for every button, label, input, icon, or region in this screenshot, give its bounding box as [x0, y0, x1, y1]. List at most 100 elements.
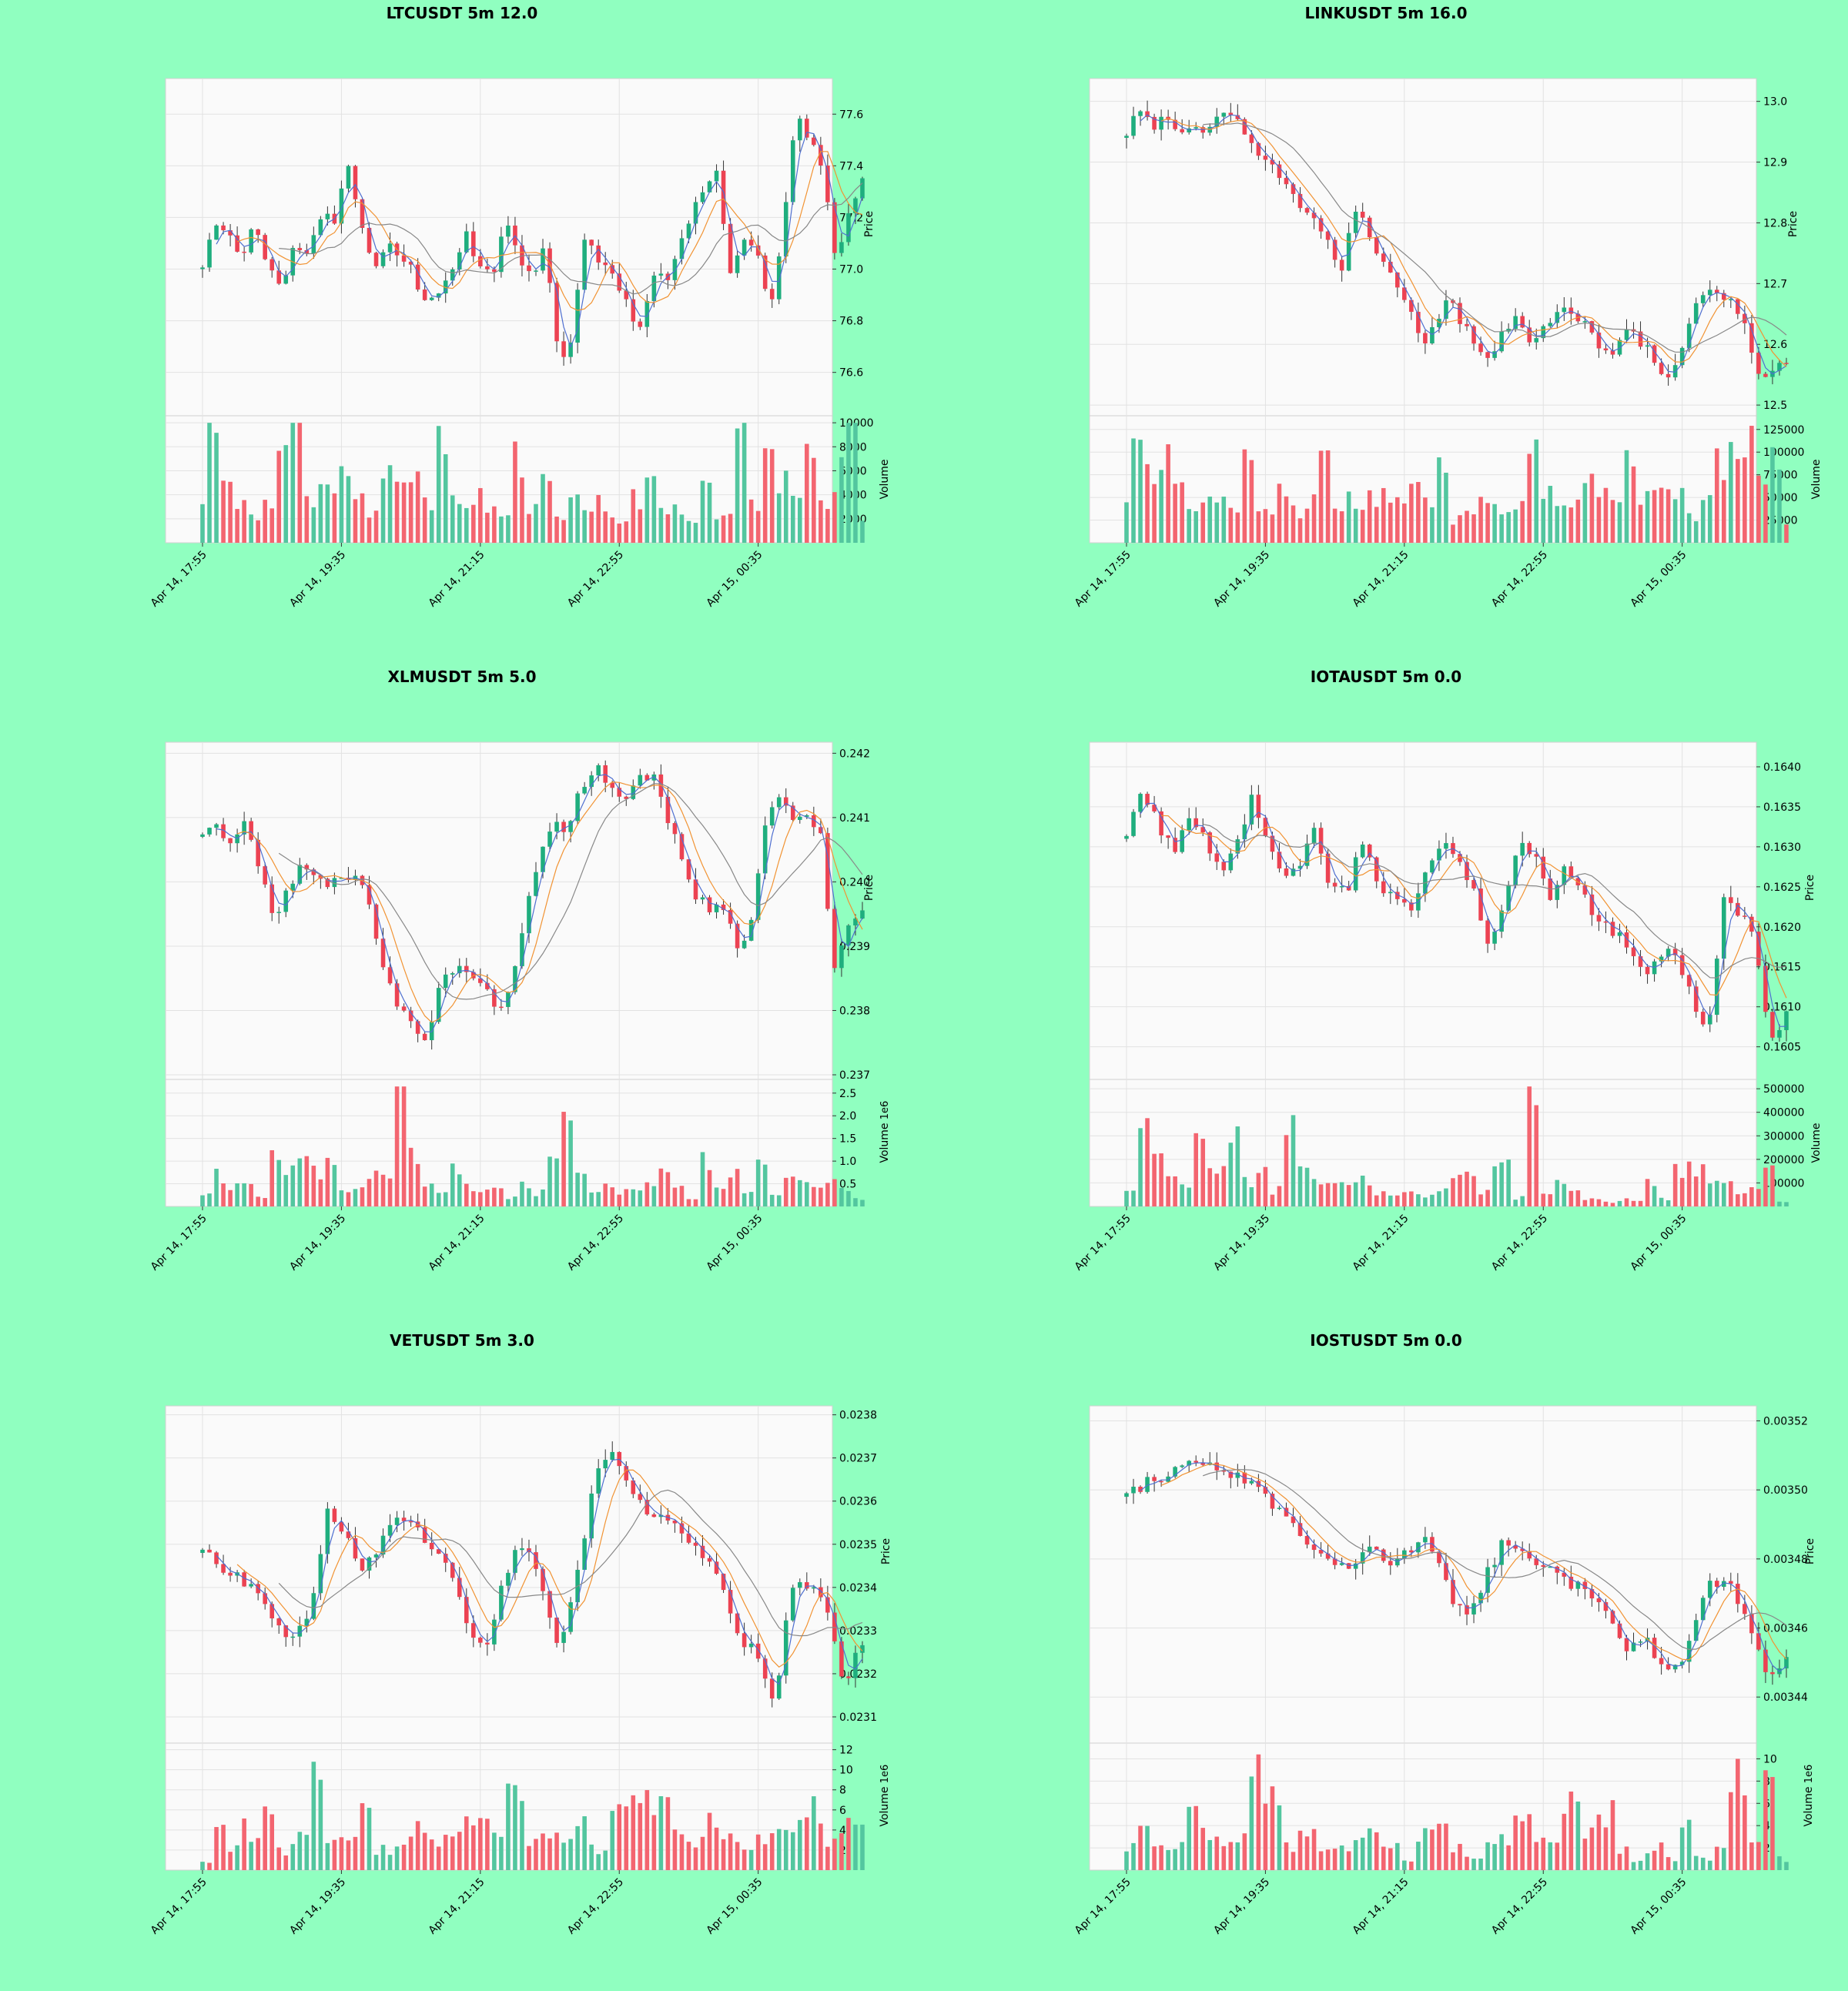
candle-body — [825, 1597, 830, 1613]
volume-bar — [1513, 509, 1518, 543]
volume-bar — [1659, 487, 1664, 543]
volume-bar — [1568, 1190, 1574, 1206]
volume-bar — [561, 1842, 566, 1870]
candle-body — [812, 815, 816, 828]
candle-body — [1416, 1542, 1421, 1553]
candle-body — [1700, 295, 1706, 303]
candle-body — [1534, 338, 1539, 343]
moving-average-line — [1160, 1463, 1787, 1661]
candle-body — [290, 1636, 296, 1638]
volume-bar — [1756, 1842, 1761, 1870]
candle-body — [270, 259, 275, 271]
volume-bar — [263, 1198, 267, 1206]
volume-bar — [1736, 1758, 1740, 1870]
price-axis-label: Price — [1804, 875, 1816, 901]
candle-body — [242, 821, 246, 835]
x-tick-label: Apr 14, 21:15 — [1351, 549, 1411, 610]
candle-body — [429, 297, 434, 300]
x-tick-label: Apr 14, 17:55 — [149, 549, 209, 610]
candle-body — [575, 289, 580, 343]
volume-bar — [1700, 500, 1706, 543]
candle-body — [228, 838, 233, 844]
candle-body — [422, 1033, 427, 1041]
volume-bar — [568, 497, 573, 543]
volume-bar — [812, 457, 816, 543]
volume-bar — [1465, 510, 1469, 543]
volume-bar — [1485, 1842, 1490, 1870]
candle-body — [1124, 136, 1129, 138]
volume-bar — [457, 1832, 462, 1870]
volume-bar — [1194, 1805, 1199, 1870]
candle-body — [651, 1514, 657, 1518]
candle-body — [596, 765, 601, 776]
candle-body — [304, 865, 310, 870]
candle-body — [568, 1602, 573, 1632]
candle-body — [401, 1006, 407, 1011]
volume-tick-label: 100000 — [1763, 1177, 1804, 1190]
candle-body — [1430, 860, 1435, 873]
volume-bar — [311, 1166, 316, 1206]
volume-bar — [1124, 502, 1129, 543]
volume-bar — [1180, 1842, 1184, 1870]
volume-bar — [1743, 1193, 1747, 1206]
volume-bar — [304, 1156, 310, 1206]
volume-bar — [1284, 1842, 1289, 1870]
volume-tick-label: 100000 — [1763, 447, 1804, 459]
volume-bar — [541, 1833, 545, 1870]
candle-body — [832, 908, 837, 969]
volume-bar — [527, 514, 531, 543]
volume-bar — [1277, 1186, 1282, 1206]
candle-body — [797, 119, 802, 141]
volume-bar — [1131, 438, 1136, 543]
volume-bar — [485, 1819, 490, 1870]
volume-bar — [1548, 486, 1553, 543]
volume-bar — [1743, 1795, 1747, 1870]
candle-body — [1353, 1563, 1358, 1569]
volume-bar — [596, 494, 601, 543]
candle-body — [1527, 1551, 1532, 1559]
candle-body — [1270, 1494, 1275, 1509]
candle-body — [499, 236, 504, 273]
volume-bar — [714, 1827, 719, 1870]
candle-body — [436, 293, 441, 298]
volume-bar — [1304, 1167, 1310, 1206]
volume-bar — [1548, 1194, 1553, 1206]
candle-body — [1451, 300, 1455, 303]
x-tick-label: Apr 15, 00:35 — [704, 1876, 765, 1937]
candle-body — [1478, 888, 1483, 921]
volume-bar — [1131, 1842, 1136, 1870]
candle-body — [1166, 835, 1170, 838]
candle-body — [700, 897, 705, 900]
candle-body — [672, 1520, 678, 1524]
volume-tick-label: 8 — [839, 1785, 846, 1797]
candle-body — [1360, 1552, 1365, 1564]
volume-bar — [1228, 1842, 1234, 1870]
volume-bar — [1777, 1201, 1782, 1206]
volume-axis-label: Volume — [1803, 1786, 1815, 1826]
volume-bar — [318, 484, 323, 543]
candle-body — [1679, 347, 1685, 366]
candle-body — [339, 188, 344, 224]
candle-body — [582, 239, 587, 290]
candle-body — [1659, 363, 1664, 374]
volume-bar — [707, 1812, 712, 1870]
volume-bar — [1200, 1828, 1206, 1870]
candle-body — [1187, 818, 1191, 831]
candle-body — [1277, 1507, 1282, 1509]
volume-bar — [1173, 1176, 1177, 1206]
candle-body — [387, 967, 393, 984]
candle-body — [1555, 1566, 1560, 1573]
candle-body — [1624, 932, 1629, 948]
candle-body — [1763, 1649, 1768, 1672]
candle-body — [672, 259, 678, 280]
volume-bar — [1200, 502, 1206, 543]
moving-average-line — [1202, 1469, 1787, 1651]
candle-body — [1603, 348, 1609, 351]
volume-bar — [1444, 1188, 1448, 1206]
candle-body — [769, 1678, 775, 1699]
volume-bar — [658, 507, 664, 543]
candle-body — [819, 827, 823, 834]
candle-body — [707, 897, 712, 912]
candle-body — [276, 1618, 282, 1626]
candle-body — [790, 805, 795, 820]
